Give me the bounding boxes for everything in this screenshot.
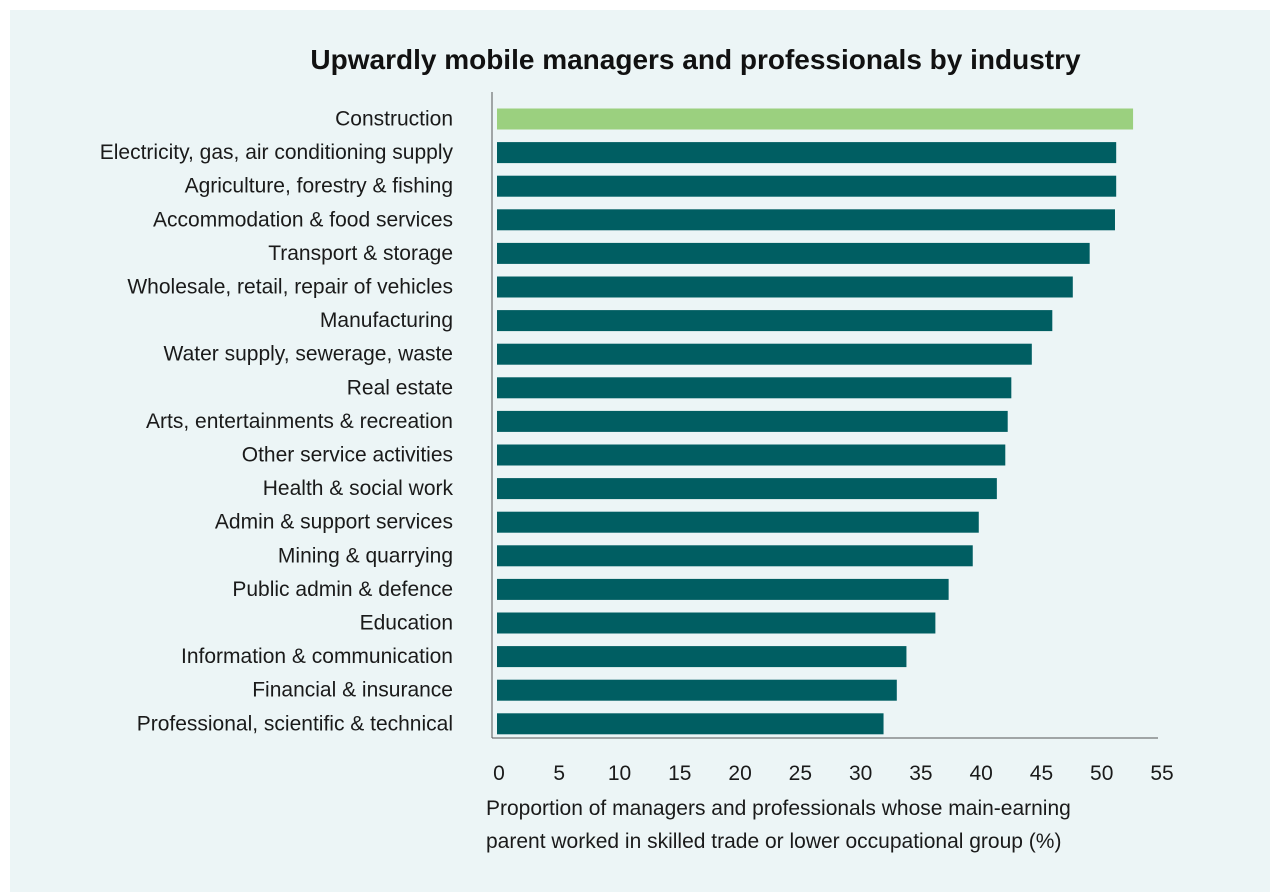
bar [497, 679, 897, 701]
x-tick-label: 35 [909, 762, 932, 785]
category-label: Education [360, 612, 453, 635]
category-label: Financial & insurance [252, 679, 453, 702]
x-tick-label: 10 [608, 762, 631, 785]
x-tick-label: 5 [553, 762, 565, 785]
x-tick-label: 50 [1090, 762, 1113, 785]
category-label: Arts, entertainments & recreation [146, 410, 453, 433]
category-label: Water supply, sewerage, waste [164, 343, 453, 366]
x-tick-label: 45 [1030, 762, 1053, 785]
bar [497, 108, 1134, 130]
bar [497, 478, 997, 500]
bar [497, 175, 1117, 197]
category-label: Mining & quarrying [278, 544, 453, 567]
bar [497, 713, 884, 735]
category-label: Other service activities [242, 444, 453, 467]
x-tick-label: 20 [728, 762, 751, 785]
bar [497, 377, 1012, 399]
x-tick-label: 0 [493, 762, 505, 785]
category-label: Wholesale, retail, repair of vehicles [127, 276, 453, 299]
bar [497, 142, 1117, 164]
x-tick-label: 15 [668, 762, 691, 785]
bar [497, 612, 936, 634]
bar [497, 444, 1006, 466]
x-tick-label: 30 [849, 762, 872, 785]
category-label: Electricity, gas, air conditioning suppl… [100, 141, 454, 164]
chart-title: Upwardly mobile managers and professiona… [310, 44, 1081, 75]
bar [497, 209, 1115, 231]
category-label: Manufacturing [320, 309, 453, 332]
bar [497, 343, 1032, 365]
category-label: Information & communication [181, 645, 453, 668]
category-label: Public admin & defence [232, 578, 453, 601]
bar [497, 242, 1090, 264]
x-axis-label: Proportion of managers and professionals… [486, 797, 1071, 820]
x-tick-label: 25 [789, 762, 812, 785]
category-label: Construction [335, 108, 453, 131]
bar [497, 410, 1008, 432]
category-label: Real estate [347, 376, 453, 399]
x-tick-label: 40 [970, 762, 993, 785]
category-label: Professional, scientific & technical [137, 712, 453, 735]
bar [497, 646, 907, 668]
x-axis-label: parent worked in skilled trade or lower … [486, 830, 1061, 853]
bar [497, 310, 1053, 332]
category-label: Agriculture, forestry & fishing [185, 175, 453, 198]
x-tick-label: 55 [1150, 762, 1173, 785]
category-label: Transport & storage [268, 242, 453, 265]
category-label: Accommodation & food services [153, 208, 453, 231]
bar [497, 511, 979, 533]
bar [497, 276, 1073, 298]
category-label: Admin & support services [215, 511, 453, 534]
bar [497, 545, 973, 567]
bar [497, 578, 949, 600]
category-label: Health & social work [263, 477, 454, 500]
